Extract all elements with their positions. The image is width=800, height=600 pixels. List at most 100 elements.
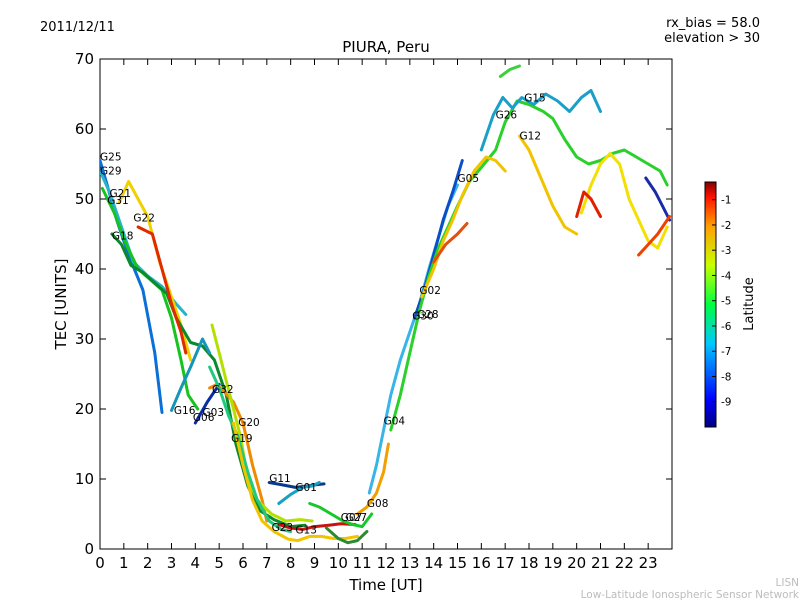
series-line-g02 (389, 99, 669, 432)
x-tick-label: 16 (472, 554, 491, 572)
prn-label-g15: G15 (524, 93, 546, 105)
colorbar-tick-label: -8 (721, 371, 731, 383)
series-layer (100, 64, 672, 545)
y-tick-label: 10 (75, 470, 94, 488)
prn-label-g19: G19 (231, 433, 253, 445)
series-line-g22 (136, 225, 188, 355)
colorbar-label: Latitude (742, 277, 757, 331)
colorbar-tick-label: -1 (721, 195, 731, 207)
prn-label-g20: G20 (238, 417, 260, 429)
series-line-g26 (479, 89, 602, 152)
x-tick-label: 20 (567, 554, 586, 572)
series-line-g23 (232, 421, 359, 543)
axis-layer: 0 1 2 3 4 5 6 7 8 9 10 11 12 13 14 15 16 17 18 19 20 21 22 2301… (75, 50, 672, 572)
colorbar-ticks: -1 -2 -3 -4 -5 -6 -7 -8 -9 (712, 195, 732, 409)
date-label: 2011/12/11 (40, 20, 115, 35)
chart-title: PIURA, Peru (342, 38, 429, 56)
x-tick-label: 18 (519, 554, 538, 572)
colorbar-tick-label: -4 (721, 270, 732, 282)
prn-label-g04: G04 (384, 415, 406, 427)
series-line-g15 (498, 64, 521, 78)
prn-label-g32: G32 (212, 384, 234, 396)
colorbar-tick-label: -6 (721, 321, 732, 333)
x-tick-label: 10 (329, 554, 348, 572)
colorbar (704, 181, 717, 428)
x-tick-label: 11 (353, 554, 372, 572)
y-tick-label: 60 (75, 120, 94, 138)
prn-label-g30: G30 (412, 310, 434, 322)
x-tick-label: 0 (95, 554, 105, 572)
series-line-g28b (637, 215, 672, 257)
x-tick-label: 21 (591, 554, 610, 572)
prn-label-g31: G31 (107, 195, 129, 207)
series-line-g05b (432, 222, 469, 264)
prn-label-g29: G29 (100, 166, 122, 178)
prn-label-g18: G18 (112, 231, 133, 243)
colorbar-tick-label: -7 (721, 346, 731, 358)
series-line-g03 (193, 383, 221, 425)
series-line-g01 (277, 481, 321, 505)
series-line-g16 (170, 337, 212, 412)
x-tick-label: 7 (262, 554, 272, 572)
colorbar-tick-label: -5 (721, 296, 731, 308)
prn-label-g11: G11 (269, 473, 291, 485)
prn-label-g27: G27 (346, 512, 368, 524)
prn-label-g08: G08 (367, 498, 389, 510)
x-tick-label: 5 (214, 554, 224, 572)
prn-label-g16: G16 (174, 405, 196, 417)
prn-label-g07: G07 (341, 512, 363, 524)
y-tick-label: 0 (84, 540, 94, 558)
colorbar-tick-label: -2 (721, 220, 731, 232)
x-tick-label: 14 (424, 554, 443, 572)
x-tick-label: 9 (310, 554, 320, 572)
x-tick-label: 4 (191, 554, 201, 572)
prn-label-g06: G06 (193, 412, 215, 424)
colorbar-tick-label: -3 (721, 245, 731, 257)
x-tick-label: 2 (143, 554, 153, 572)
x-tick-label: 22 (615, 554, 634, 572)
series-line-g08 (355, 442, 390, 516)
prn-label-g01: G01 (295, 482, 317, 494)
elevation-label: elevation > 30 (664, 31, 760, 46)
series-line-g12b (579, 152, 669, 250)
series-line-g09 (575, 190, 602, 218)
prn-label-g22: G22 (133, 212, 155, 224)
y-axis-label: TEC [UNITS] (52, 259, 70, 351)
colorbar-tick-label: -9 (721, 397, 731, 409)
x-tick-label: 12 (376, 554, 395, 572)
series-line-g13 (277, 522, 357, 531)
x-tick-label: 17 (496, 554, 515, 572)
y-tick-label: 70 (75, 50, 94, 68)
prn-label-g03: G03 (203, 407, 225, 419)
prn-label-g28: G28 (417, 309, 439, 321)
prn-label-g26: G26 (496, 110, 518, 122)
prn-label-g13: G13 (295, 525, 317, 537)
x-tick-label: 6 (238, 554, 248, 572)
y-tick-label: 50 (75, 190, 94, 208)
series-line-g19 (208, 365, 293, 533)
series-line-g07 (308, 502, 374, 529)
y-tick-label: 20 (75, 400, 94, 418)
prn-label-g23: G23 (272, 522, 294, 534)
footer-org-long: Low-Latitude Ionospheric Sensor Network (581, 589, 800, 600)
y-tick-label: 40 (75, 260, 94, 278)
prn-label-g21: G21 (110, 188, 132, 200)
series-line-g07b (324, 526, 369, 545)
series-line-g12 (518, 134, 579, 236)
x-tick-label: 15 (448, 554, 467, 572)
y-tick-label: 30 (75, 330, 94, 348)
plot-area (99, 58, 673, 550)
prn-label-g12: G12 (520, 131, 542, 143)
x-axis-label: Time [UT] (348, 576, 422, 594)
footer-org-short: LISN (776, 577, 799, 589)
x-tick-label: 1 (119, 554, 129, 572)
prn-label-g25: G25 (100, 152, 122, 164)
x-tick-label: 8 (286, 554, 296, 572)
rx-bias-label: rx_bias = 58.0 (666, 16, 760, 31)
prn-label-g05: G05 (458, 173, 480, 185)
x-tick-label: 3 (167, 554, 177, 572)
x-tick-label: 19 (543, 554, 562, 572)
prn-label-g02: G02 (419, 285, 441, 297)
